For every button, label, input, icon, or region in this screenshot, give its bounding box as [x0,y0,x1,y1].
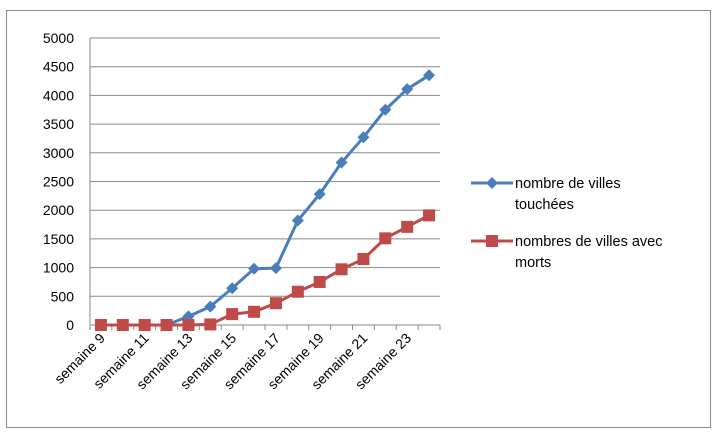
data-point [138,319,151,331]
data-point [335,263,348,276]
data-point [226,308,239,321]
y-axis: 0 500 1000 1500 2000 2500 3000 3500 4000 4500 5000 [43,30,91,333]
data-point [379,232,392,245]
data-point [182,319,195,331]
y-tick-label: 500 [51,288,75,304]
series-line [100,74,430,327]
y-tick-label: 2000 [43,202,74,218]
data-point [423,209,436,222]
data-point [269,297,282,310]
data-point [291,285,304,298]
y-tick-label: 3000 [43,145,74,161]
y-tick-label: 4000 [43,87,74,103]
data-point [357,252,370,265]
legend-label: touchées [515,197,574,213]
data-point [423,69,436,82]
chart-frame: 0 500 1000 1500 2000 2500 3000 3500 4000 4500 5000… [6,10,711,428]
legend-label: nombres de villes avec [515,234,663,250]
data-point [401,83,414,96]
y-tick-label: 1500 [43,231,74,247]
line-chart: 0 500 1000 1500 2000 2500 3000 3500 4000 4500 5000… [43,30,663,392]
data-point [248,305,261,318]
data-point [335,156,348,169]
data-point [313,188,326,201]
y-tick-label: 2500 [43,174,74,190]
data-point [291,214,304,227]
legend-item-2: nombres de villes avec morts [471,234,663,271]
legend: nombre de villes touchées nombres de ville… [471,176,663,271]
y-tick-label: 5000 [43,30,74,46]
data-point [160,319,173,331]
data-point [313,275,326,288]
series-2 [94,209,436,331]
data-point [401,220,414,233]
y-tick-label: 3500 [43,116,74,132]
data-point [248,262,261,275]
gridlines [90,37,440,297]
data-point [94,319,107,331]
data-point [379,103,392,116]
y-tick-label: 0 [66,317,74,333]
series-layer [94,69,436,331]
data-point [357,131,370,144]
data-point [116,319,129,331]
series-1 [94,69,436,331]
legend-marker [486,235,498,247]
legend-marker [486,177,498,189]
data-point [204,300,217,313]
data-point [226,282,239,295]
series-line [100,214,430,327]
data-point [204,318,217,331]
legend-item-1: nombre de villes touchées [471,176,621,213]
legend-label: morts [515,255,551,271]
legend-label: nombre de villes [515,176,621,192]
y-tick-label: 4500 [43,59,74,75]
data-point [269,262,282,275]
y-tick-label: 1000 [43,260,74,276]
